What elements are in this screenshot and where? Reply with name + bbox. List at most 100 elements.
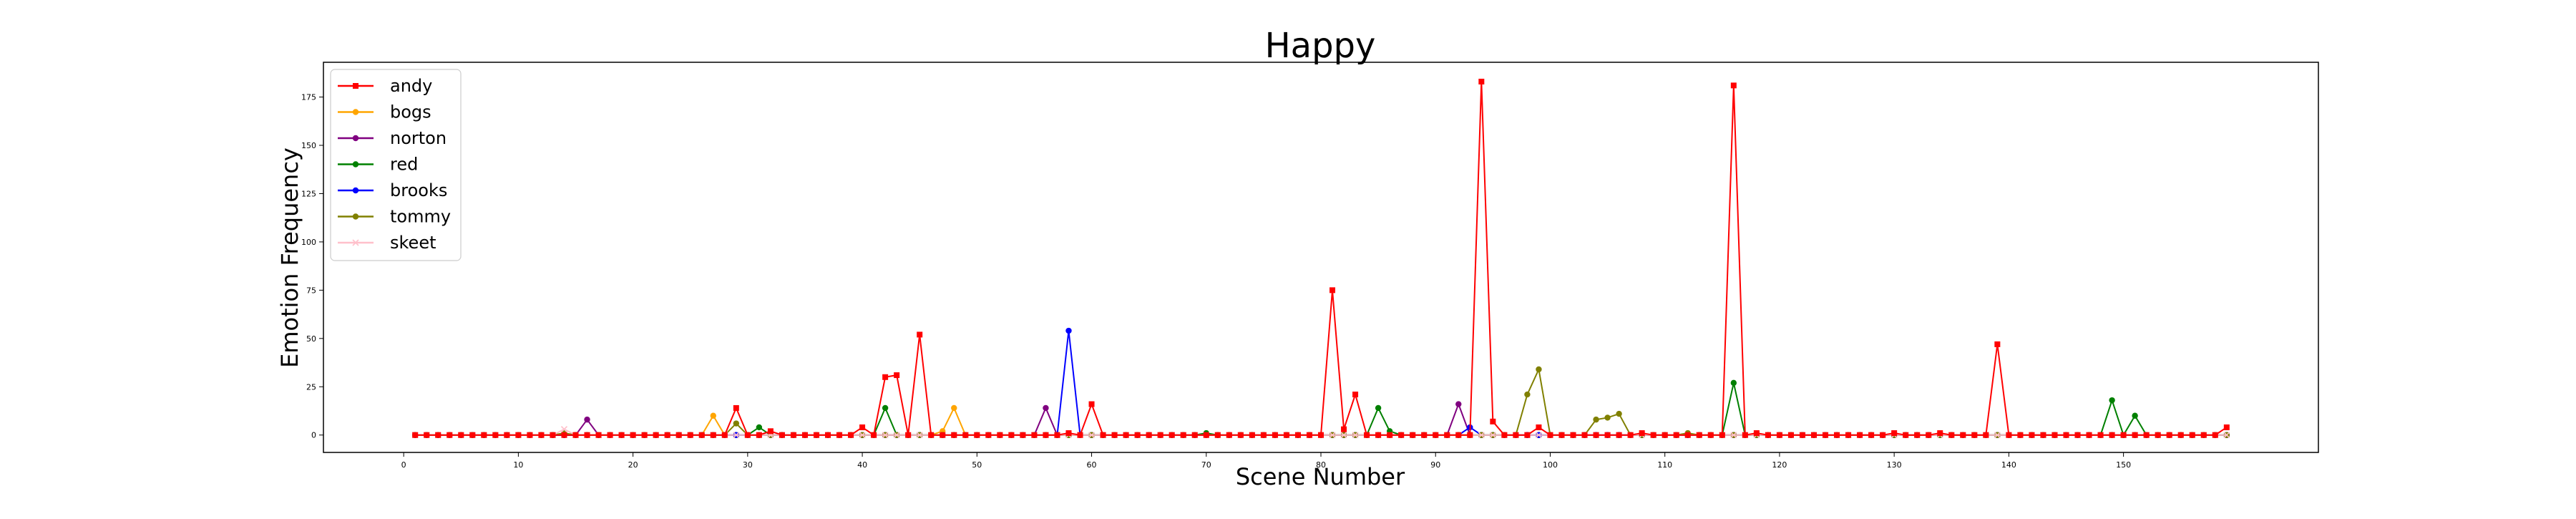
point-andy [1352,392,1359,398]
point-andy [848,432,854,438]
legend-marker [352,135,359,142]
point-andy [1111,432,1118,438]
point-andy [561,432,567,438]
point-andy [1214,432,1221,438]
point-norton [1043,404,1049,412]
point-andy [1260,432,1267,438]
x-tick-label: 90 [1430,460,1440,470]
point-andy [1191,432,1198,438]
point-andy [1410,432,1416,438]
point-andy [1146,432,1152,438]
point-skeet [560,426,568,433]
point-andy [790,432,796,438]
point-andy [1742,432,1748,438]
legend-item-brooks: brooks [338,180,447,200]
point-andy [515,432,522,438]
point-skeet [1489,432,1496,439]
legend-label: andy [390,76,432,96]
y-tick-label: 0 [311,431,316,440]
point-andy [917,331,923,338]
point-andy [1834,432,1840,438]
point-tommy [1593,416,1599,423]
point-skeet [2223,432,2230,439]
point-andy [1857,432,1863,438]
point-andy [1616,432,1622,438]
legend-label: brooks [390,180,447,200]
point-andy [1008,432,1015,438]
x-tick-label: 10 [513,460,523,470]
series-line-tommy [415,367,2227,436]
point-andy [424,432,430,438]
point-tommy [1604,414,1611,421]
point-andy [1330,287,1336,294]
point-andy [1765,432,1771,438]
point-skeet [859,432,866,439]
legend: andy bogs norton red brooks tommy skeet [330,69,462,261]
point-andy [1513,432,1519,438]
point-andy [721,432,728,438]
series-brooks [411,327,2230,438]
point-andy [2132,432,2138,438]
point-andy [1719,432,1725,438]
x-tick-label: 0 [401,460,406,470]
point-skeet [916,432,923,439]
legend-marker [353,83,358,89]
point-andy [698,432,705,438]
point-andy [1845,432,1852,438]
legend-item-tommy: tommy [338,207,451,227]
point-skeet [882,432,889,439]
point-andy [687,432,693,438]
point-andy [653,432,659,438]
x-tick-label: 110 [1657,460,1672,470]
point-andy [1604,432,1611,438]
point-andy [1294,432,1301,438]
point-andy [1043,432,1049,438]
point-andy [1490,418,1496,425]
point-andy [825,432,831,438]
point-andy [1650,432,1657,438]
point-andy [2143,432,2150,438]
y-tick-label: 75 [306,286,316,295]
point-andy [2189,432,2195,438]
point-andy [2006,432,2012,438]
x-tick-label: 60 [1087,460,1097,470]
point-andy [2212,432,2218,438]
point-andy [2200,432,2207,438]
point-andy [1180,432,1186,438]
y-axis-label: Emotion Frequency [276,147,303,368]
point-andy [2017,432,2024,438]
y-tick-label: 25 [306,382,316,392]
point-andy [733,404,739,411]
point-andy [1536,424,1542,430]
point-andy [504,432,510,438]
point-andy [1157,432,1163,438]
point-red [882,404,889,412]
point-andy [985,432,992,438]
point-andy [951,432,957,438]
series-line-brooks [415,330,2227,436]
point-skeet [1535,432,1543,439]
point-andy [1673,432,1679,438]
point-andy [1581,432,1588,438]
point-andy [2051,432,2058,438]
point-andy [1948,432,1955,438]
point-andy [1421,432,1428,438]
x-tick-label: 100 [1543,460,1558,470]
x-tick-label: 130 [1887,460,1902,470]
point-andy [1398,432,1405,438]
legend-label: tommy [390,207,451,227]
point-andy [801,432,808,438]
point-andy [412,432,419,438]
point-andy [2177,432,2184,438]
point-andy [1433,432,1439,438]
point-andy [492,432,499,438]
point-andy [675,432,682,438]
axis-ticks: 0 10 20 30 40 50 60 70 80 90 100 110 120 130 140 150 0 25… [301,93,2131,470]
point-andy [1960,432,1966,438]
point-andy [779,432,785,438]
point-andy [1031,432,1038,438]
point-andy [1364,432,1370,438]
point-andy [550,432,556,438]
point-andy [481,432,487,438]
